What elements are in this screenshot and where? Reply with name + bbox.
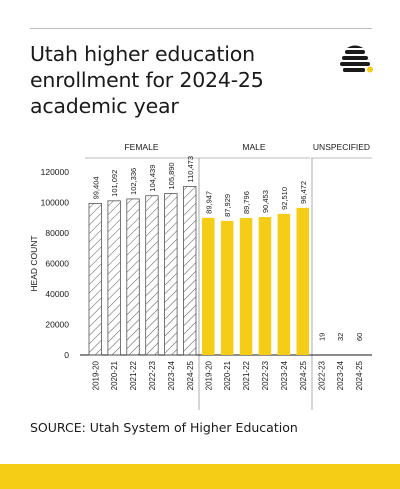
bar-value-label: 92,510 [280,187,289,210]
x-tick-label: 2020-21 [110,360,119,390]
bar [202,217,215,355]
bar-value-label: 87,929 [223,194,232,217]
bar [164,193,178,356]
bar [126,198,140,356]
bar-value-label: 60 [355,333,364,341]
bar [296,207,309,355]
x-tick-label: 2019-20 [204,360,213,390]
x-tick-label: 2023-24 [280,360,289,390]
x-tick-label: 2023-24 [167,360,176,390]
x-tick-label: 2022-23 [317,360,326,390]
x-tick-label: 2024-25 [355,360,364,390]
bar [220,220,234,355]
bar [258,217,272,355]
y-tick-label: 20000 [45,320,69,330]
y-tick-label: 100000 [41,198,70,208]
x-tick-label: 2022-23 [148,360,157,390]
accent-band [0,464,400,489]
x-tick-label: 2024-25 [299,360,308,390]
y-tick-label: 40000 [45,289,69,299]
chart-title: Utah higher education enrollment for 202… [30,42,264,118]
bar-value-label: 101,092 [110,170,119,197]
x-tick-label: 2021-22 [129,360,138,390]
bar-value-label: 90,453 [261,190,270,213]
bar [239,218,253,355]
y-tick-label: 0 [64,350,69,360]
beehive-icon [340,45,373,73]
bar [88,203,102,356]
bar [107,200,121,356]
bar-value-label: 89,947 [204,191,213,214]
group-header: FEMALE [124,142,158,152]
bar-value-label: 104,439 [148,165,157,192]
bar-value-label: 32 [336,333,345,341]
group-header: UNSPECIFIED [313,142,370,152]
bar-value-label: 105,890 [167,162,176,189]
x-tick-label: 2024-25 [186,360,195,390]
group-header: MALE [242,142,265,152]
x-tick-label: 2020-21 [223,360,232,390]
bar-value-label: 110,473 [186,156,195,183]
x-tick-label: 2022-23 [261,360,270,390]
bar [183,186,197,356]
x-tick-label: 2019-20 [91,360,100,390]
y-tick-label: 120000 [41,167,70,177]
source-note: SOURCE: Utah System of Higher Education [30,420,298,435]
bar-value-label: 89,796 [242,191,251,214]
bar [277,213,291,355]
bar-value-label: 99,404 [91,176,100,199]
y-tick-label: 80000 [45,228,69,238]
y-tick-label: 60000 [45,259,69,269]
bar [145,195,159,356]
bar-value-label: 19 [317,333,326,341]
bar-value-label: 102,336 [129,168,138,195]
x-tick-label: 2021-22 [242,360,251,390]
top-divider [30,28,372,29]
bar-value-label: 96,472 [299,181,308,204]
x-tick-label: 2023-24 [336,360,345,390]
y-axis-label: HEAD COUNT [29,235,39,291]
